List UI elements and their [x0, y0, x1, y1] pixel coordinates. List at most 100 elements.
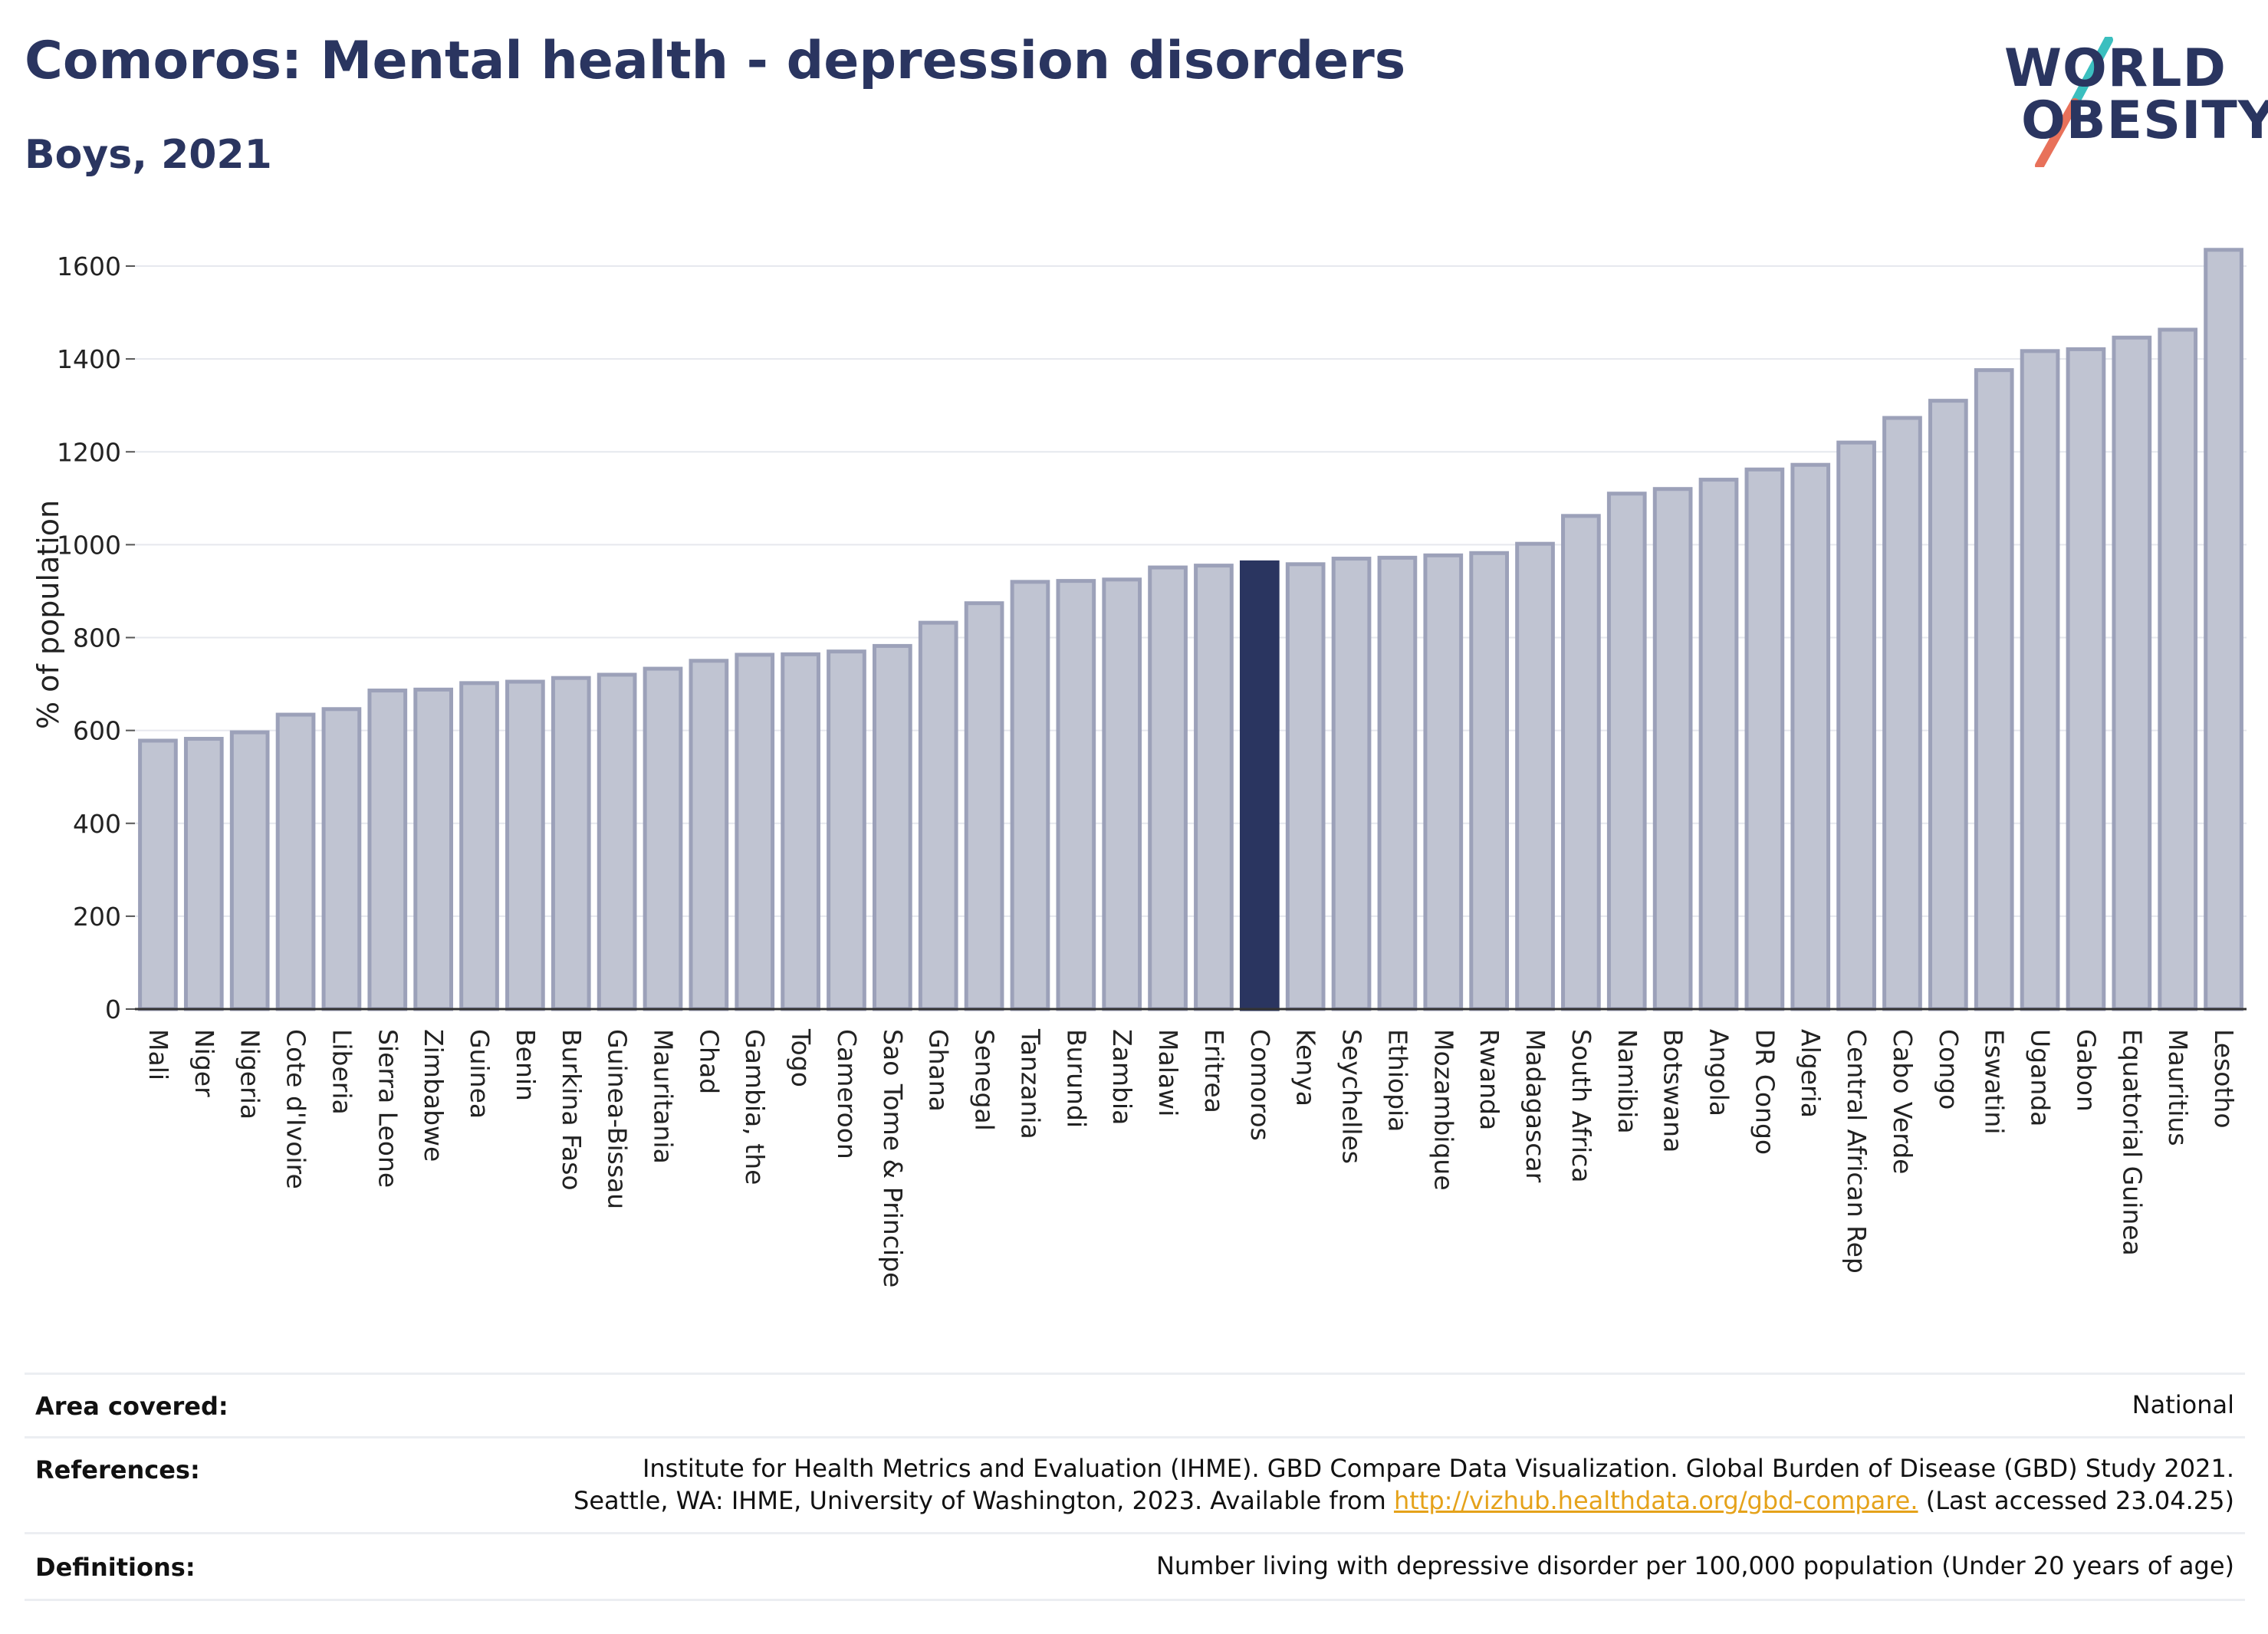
bar-nigeria	[229, 730, 270, 1011]
x-tick-label: Guinea-Bissau	[603, 1029, 633, 1209]
x-tick-label: Sao Tome & Principe	[878, 1029, 908, 1287]
references-value: Institute for Health Metrics and Evaluat…	[574, 1452, 2234, 1517]
x-tick-label: Tanzania	[1015, 1028, 1045, 1139]
y-tick-label: 1200	[57, 437, 121, 467]
x-tick-label: Comoros	[1245, 1029, 1275, 1141]
x-tick-label: Nigeria	[235, 1029, 265, 1119]
bar-chart: 0 200 400 600 800 1000 1200 1400 1600 % of popula…	[31, 248, 2247, 1287]
bar-burkina-faso	[551, 676, 591, 1011]
x-tick-label: Gambia, the	[740, 1029, 770, 1185]
bar-chad	[689, 659, 729, 1011]
bar-burundi	[1056, 579, 1096, 1011]
bar-eswatini	[1974, 368, 2014, 1011]
y-tick-label: 800	[73, 623, 121, 653]
y-tick-label: 200	[73, 902, 121, 932]
x-tick-label: Sierra Leone	[373, 1029, 403, 1188]
x-tick-label: Mauritania	[649, 1029, 679, 1164]
bar-kenya	[1285, 562, 1326, 1011]
x-tick-label: Lesotho	[2209, 1029, 2239, 1129]
bar-tanzania	[1010, 580, 1050, 1011]
bar-mali	[138, 738, 178, 1011]
bar-mauritania	[643, 666, 683, 1011]
bar-benin	[505, 679, 545, 1011]
x-tick-label: Malawi	[1153, 1029, 1183, 1116]
logo-line-obesity: OBESITY	[2021, 90, 2268, 151]
definitions-label: Definitions:	[35, 1553, 196, 1582]
x-tick-label: Mali	[143, 1029, 173, 1080]
x-tick-label: Equatorial Guinea	[2117, 1029, 2147, 1256]
bar-equatorial-guinea	[2112, 335, 2152, 1011]
bar-rwanda	[1469, 551, 1510, 1011]
bar-niger	[183, 737, 224, 1011]
bar-liberia	[321, 707, 362, 1011]
x-tick-label: Botswana	[1658, 1029, 1688, 1152]
bar-cote-d-ivoire	[275, 712, 316, 1011]
bar-angola	[1698, 478, 1739, 1011]
bar-ethiopia	[1377, 555, 1418, 1011]
bar-ghana	[918, 620, 958, 1011]
bar-zambia	[1102, 577, 1142, 1011]
y-tick-label: 1600	[57, 252, 121, 281]
x-tick-label: DR Congo	[1750, 1029, 1780, 1155]
bar-botswana	[1652, 487, 1693, 1011]
references-line-2-text: Seattle, WA: IHME, University of Washing…	[574, 1486, 1386, 1515]
x-tick-label: Niger	[189, 1029, 219, 1097]
x-tick-label: Mauritius	[2163, 1029, 2193, 1146]
bar-namibia	[1606, 492, 1647, 1011]
bar-malawi	[1148, 565, 1188, 1011]
x-tick-label: Uganda	[2026, 1029, 2056, 1126]
y-tick-label: 1000	[57, 530, 121, 560]
bar-senegal	[964, 601, 1004, 1011]
bar-lesotho	[2204, 248, 2243, 1011]
references-line-1: Institute for Health Metrics and Evaluat…	[642, 1454, 2234, 1483]
area-covered-value: National	[2132, 1390, 2234, 1419]
bar-algeria	[1790, 462, 1831, 1011]
bar-south-africa	[1561, 514, 1601, 1011]
x-tick-label: Liberia	[327, 1029, 357, 1115]
bar-gambia-the	[735, 653, 775, 1011]
x-tick-label: South Africa	[1566, 1029, 1596, 1183]
x-tick-label: Seychelles	[1337, 1029, 1367, 1164]
x-tick-label: Burundi	[1061, 1029, 1091, 1128]
x-tick-label: Benin	[511, 1029, 541, 1101]
x-tick-label: Ethiopia	[1382, 1029, 1412, 1132]
x-tick-label: Algeria	[1796, 1029, 1826, 1118]
bar-cabo-verde	[1882, 416, 1922, 1011]
references-label: References:	[35, 1455, 200, 1484]
slash-logo-icon	[2035, 37, 2113, 167]
references-accessed: (Last accessed 23.04.25)	[1925, 1486, 2234, 1515]
x-tick-label: Central African Rep	[1842, 1029, 1872, 1274]
bar-sierra-leone	[367, 689, 408, 1011]
y-tick-label: 0	[105, 995, 121, 1024]
x-tick-label: Mozambique	[1428, 1029, 1458, 1191]
bar-comoros	[1239, 560, 1280, 1011]
chart-subtitle: Boys, 2021	[25, 132, 272, 178]
bar-cameroon	[827, 649, 866, 1011]
x-tick-label: Zimbabwe	[419, 1029, 449, 1162]
bar-togo	[781, 652, 820, 1011]
x-tick-label: Kenya	[1291, 1029, 1321, 1106]
bar-uganda	[2020, 349, 2060, 1011]
area-covered-label: Area covered:	[35, 1392, 228, 1421]
x-tick-label: Zambia	[1107, 1029, 1137, 1125]
y-tick-label: 1400	[57, 344, 121, 374]
bar-central-african-rep	[1836, 440, 1876, 1011]
x-tick-label: Guinea	[465, 1029, 495, 1119]
bar-zimbabwe	[413, 687, 454, 1011]
chart-footer: Area covered: National References: Insti…	[25, 1373, 2245, 1601]
x-tick-label: Cameroon	[832, 1029, 862, 1159]
x-tick-label: Angola	[1704, 1029, 1734, 1116]
footer-row-definitions: Definitions: Number living with depressi…	[25, 1532, 2245, 1601]
bar-gabon	[2066, 347, 2106, 1011]
x-tick-label: Cabo Verde	[1888, 1029, 1918, 1174]
x-tick-label: Rwanda	[1474, 1029, 1504, 1130]
logo-line-world: WORLD	[2004, 38, 2227, 99]
references-link[interactable]: http://vizhub.healthdata.org/gbd-compare…	[1393, 1486, 1918, 1515]
x-tick-label: Senegal	[970, 1029, 1000, 1131]
bar-madagascar	[1515, 541, 1555, 1011]
bar-guinea	[459, 681, 499, 1011]
bar-congo	[1928, 399, 1968, 1011]
bar-guinea-bissau	[597, 672, 637, 1011]
x-tick-label: Eswatini	[1980, 1029, 2010, 1134]
x-tick-label: Togo	[786, 1028, 816, 1087]
